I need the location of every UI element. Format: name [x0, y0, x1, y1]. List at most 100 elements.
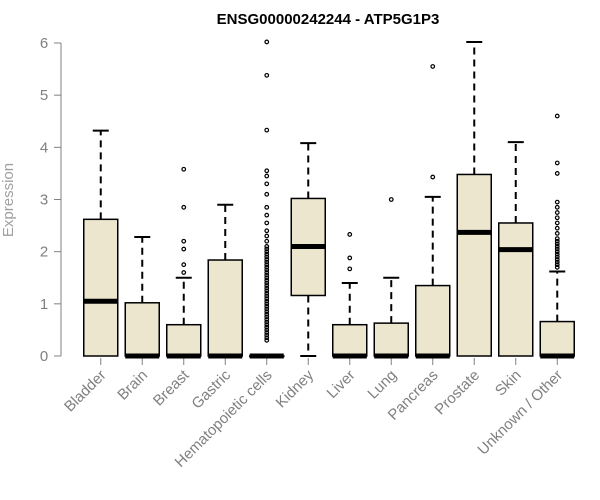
outlier-point — [264, 327, 270, 333]
x-tick-label: Bladder — [61, 367, 110, 416]
outlier-point — [554, 254, 560, 260]
box-skin — [498, 141, 534, 357]
outlier-point — [554, 262, 560, 268]
outlier-point — [554, 225, 560, 231]
outlier-point — [264, 168, 270, 174]
outlier-point — [388, 197, 394, 202]
outlier-point — [554, 257, 560, 262]
outlier-point — [264, 337, 270, 343]
outlier-point — [264, 332, 270, 338]
box-rect — [83, 218, 119, 357]
outlier-point — [264, 212, 270, 218]
box-gastric — [207, 203, 243, 359]
y-tick-label: 3 — [40, 192, 48, 209]
outlier-point — [347, 255, 353, 261]
outlier-point — [264, 319, 270, 325]
y-tick-label: 6 — [40, 35, 48, 52]
x-tick-label: Brain — [114, 367, 151, 404]
box-rect — [539, 320, 575, 357]
outlier-point — [264, 181, 270, 187]
box-rect — [124, 302, 160, 357]
box-liver — [332, 232, 368, 359]
outlier-point — [264, 301, 270, 307]
outlier-point — [554, 251, 560, 257]
y-tick-label: 1 — [40, 296, 48, 313]
outlier-point — [264, 272, 270, 278]
outlier-point — [554, 171, 560, 176]
outlier-point — [264, 317, 270, 322]
outlier-point — [264, 277, 270, 283]
outlier-point — [554, 199, 560, 205]
box-rect — [373, 322, 409, 357]
box-series — [83, 39, 575, 359]
outlier-point — [264, 298, 270, 304]
outlier-point — [264, 249, 270, 255]
outlier-point — [264, 233, 270, 239]
y-axis-label: Expression — [0, 163, 17, 237]
box-rect — [207, 259, 243, 357]
outlier-point — [264, 191, 270, 197]
outlier-point — [181, 246, 187, 252]
outlier-point — [430, 64, 436, 69]
outlier-point — [554, 236, 560, 242]
outlier-point — [264, 309, 270, 315]
outlier-point — [554, 244, 560, 249]
outlier-point — [430, 174, 436, 180]
outlier-point — [554, 210, 560, 215]
outlier-point — [181, 166, 187, 172]
box-pancreas — [415, 64, 451, 359]
y-tick-label: 4 — [40, 139, 48, 156]
y-axis: 0 1 2 3 4 5 6 — [40, 35, 62, 365]
outlier-point — [264, 173, 270, 179]
outlier-point — [347, 232, 353, 237]
outlier-point — [554, 160, 560, 166]
outlier-point — [554, 215, 560, 221]
outlier-point — [264, 228, 270, 234]
x-tick-label: Liver — [324, 367, 359, 402]
outlier-point — [264, 39, 270, 45]
outlier-point — [264, 293, 270, 299]
outlier-point — [264, 238, 270, 244]
outlier-point — [264, 257, 270, 262]
outlier-point — [264, 254, 270, 260]
x-tick-label: Kidney — [273, 366, 318, 411]
outlier-point — [264, 304, 270, 309]
box-brain — [124, 236, 160, 359]
outlier-point — [554, 231, 560, 236]
box-rect — [456, 173, 492, 357]
box-kidney — [290, 142, 326, 357]
outlier-point — [264, 324, 270, 330]
box-rect — [415, 284, 451, 357]
box-prostate — [456, 40, 492, 357]
outlier-point — [264, 204, 270, 210]
outlier-point — [264, 259, 270, 265]
box-lung — [373, 197, 409, 359]
outlier-point — [554, 246, 560, 252]
outlier-point — [264, 296, 270, 302]
outlier-point — [554, 259, 560, 265]
x-tick-label: Lung — [364, 367, 400, 403]
outlier-point — [264, 322, 270, 328]
outlier-point — [554, 220, 560, 226]
outlier-point — [264, 220, 270, 226]
outlier-point — [554, 204, 560, 210]
outlier-point — [554, 241, 560, 247]
box-unknown-other — [539, 113, 575, 359]
y-tick-label: 5 — [40, 87, 48, 104]
outlier-point — [181, 238, 187, 244]
outlier-point — [554, 238, 560, 244]
outlier-point — [554, 113, 560, 119]
outlier-point — [264, 330, 270, 335]
box-rect — [166, 323, 202, 357]
outlier-point — [347, 266, 353, 272]
outlier-point — [181, 204, 187, 210]
outlier-point — [264, 267, 270, 273]
outlier-point — [264, 314, 270, 320]
outlier-point — [264, 291, 270, 296]
outlier-point — [264, 72, 270, 78]
outlier-point — [264, 264, 270, 270]
outlier-point — [264, 246, 270, 252]
outlier-point — [264, 335, 270, 341]
outlier-point — [264, 288, 270, 294]
